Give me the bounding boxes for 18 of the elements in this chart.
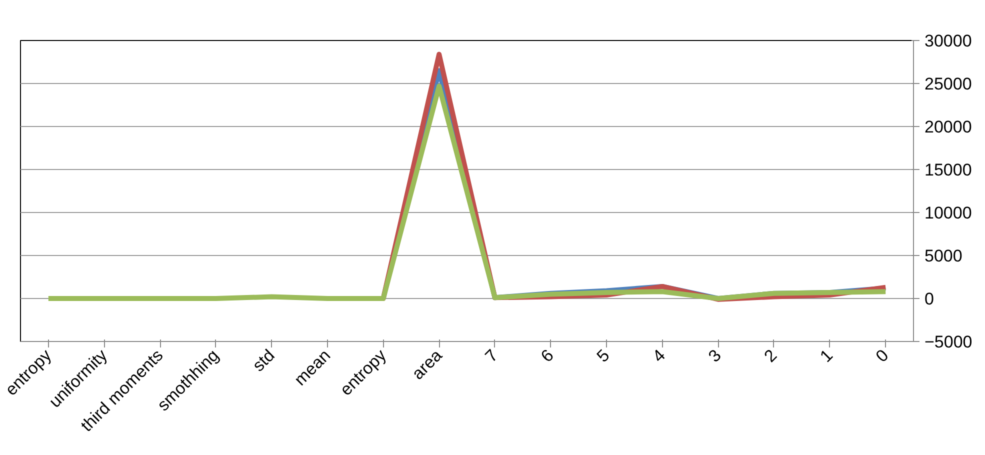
x-tick-label: area (408, 345, 446, 384)
y-tick-label: 10000 (924, 204, 972, 222)
y-tick-label: 5000 (924, 246, 962, 266)
x-tick-label: 7 (482, 346, 502, 366)
x-tick-label: 1 (816, 346, 837, 366)
x-tick-label: 2 (760, 346, 781, 366)
y-tick-label: 25000 (924, 74, 972, 94)
x-tick-label: 0 (872, 346, 892, 366)
y-tick-label: 20000 (924, 118, 972, 136)
x-tick-label: 5 (593, 346, 614, 366)
x-tick-label: std (248, 346, 278, 376)
x-tick-label: 3 (704, 346, 725, 366)
y-tick-label: 30000 (924, 32, 972, 50)
y-tick-label: 0 (924, 290, 934, 308)
x-tick-label: 4 (648, 346, 670, 366)
x-tick-label: 6 (537, 346, 558, 366)
y-tick-label: −5000 (924, 332, 972, 352)
y-tick-label: 15000 (924, 160, 972, 180)
